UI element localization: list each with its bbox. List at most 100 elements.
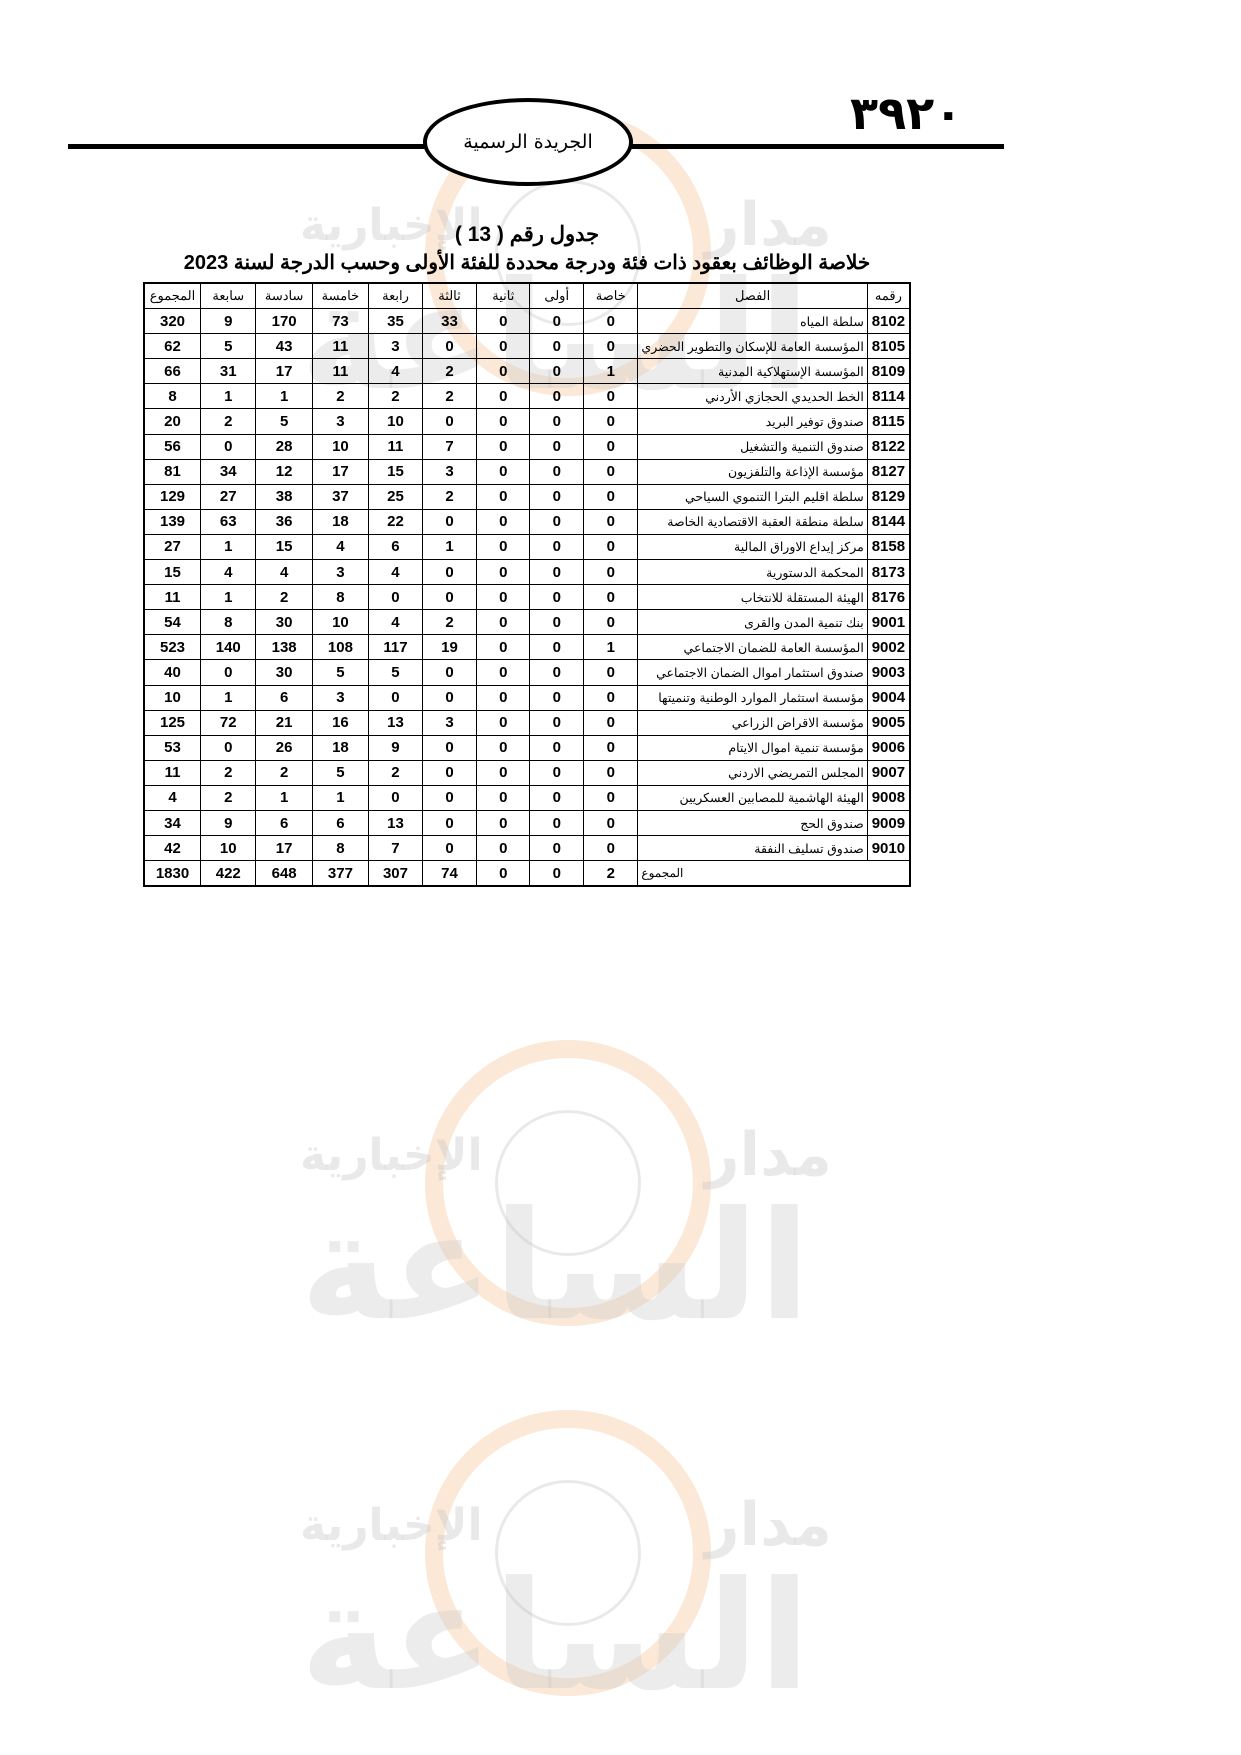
watermark-sub: الإخبارية: [300, 1500, 483, 1551]
grade-count: 15: [368, 458, 423, 485]
table-row: 9002 المؤسسة العامة للضمان الاجتماعي 1 0 0 19…: [143, 634, 911, 661]
grade-count: 0: [529, 634, 585, 661]
grade-count: 0: [583, 684, 639, 711]
chapter-code: 8102: [866, 308, 911, 335]
grade-count: 1: [200, 584, 257, 611]
table-row: 8144 سلطة منطقة العقبة الاقتصادية الخاصة 0…: [143, 508, 911, 535]
grade-count: 0: [529, 684, 585, 711]
table-row: 8176 الهيئة المستقلة للانتخاب 0 0 0 0 0 8 2 1 11: [143, 584, 911, 611]
grade-count: 53: [143, 734, 202, 761]
grade-count: 0: [421, 659, 478, 686]
grade-count: 0: [583, 333, 639, 360]
grade-count: 0: [583, 659, 639, 686]
table-row: 8173 المحكمة الدستورية 0 0 0 0 4 3 4 4 15: [143, 559, 911, 586]
grade-count: 170: [255, 308, 313, 335]
grade-count: 2: [200, 784, 257, 811]
grade-count: 3: [421, 709, 478, 736]
chapter-code: 8127: [866, 458, 911, 485]
grade-count: 2: [421, 358, 478, 385]
grade-count: 0: [529, 835, 585, 862]
chapter-code: 9009: [866, 809, 911, 837]
column-header: المجموع: [143, 282, 202, 310]
institution-name: المحكمة الدستورية: [637, 559, 868, 586]
grade-count: 72: [200, 709, 257, 736]
grade-count: 0: [583, 483, 639, 510]
grade-count: 0: [529, 508, 585, 535]
institution-name: سلطة اقليم البترا التنموي السياحي: [637, 483, 868, 510]
grade-count: 320: [143, 308, 202, 335]
table-row: 8158 مركز إيداع الاوراق المالية 0 0 0 1 6 4 15 1 2…: [143, 533, 911, 561]
grade-count: 6: [255, 809, 313, 837]
grade-count: 5: [311, 659, 370, 686]
grade-count: 5: [311, 759, 370, 786]
chapter-code: 9001: [866, 609, 911, 636]
chapter-code: 9002: [866, 634, 911, 661]
column-header: ثانية: [476, 282, 531, 310]
grade-count: 34: [143, 809, 202, 837]
grade-count: 0: [583, 784, 639, 811]
grade-count: 37: [311, 483, 370, 510]
chapter-code: 9007: [866, 759, 911, 786]
gazette-name-oval: الجريدة الرسمية: [423, 98, 633, 186]
grade-count: 34: [200, 458, 257, 485]
grade-count: 10: [143, 684, 202, 711]
grade-count: 42: [143, 835, 202, 862]
grade-count: 12: [255, 458, 313, 485]
grade-count: 8: [143, 383, 202, 410]
grade-count: 16: [311, 709, 370, 736]
grade-count: 0: [476, 308, 531, 335]
grade-count: 0: [476, 559, 531, 586]
table-row: 8129 سلطة اقليم البترا التنموي السياحي 0 0 0…: [143, 483, 911, 510]
grade-count: 15: [143, 559, 202, 586]
chapter-code: 8144: [866, 508, 911, 535]
institution-name: صندوق توفير البريد: [637, 408, 868, 435]
total-value: 0: [476, 860, 531, 887]
grade-count: 25: [368, 483, 423, 510]
watermark-sub: الإخبارية: [300, 1130, 483, 1181]
institution-name: الخط الحديدي الحجازي الأردني: [637, 383, 868, 410]
grade-count: 11: [143, 584, 202, 611]
institution-name: الهيئة المستقلة للانتخاب: [637, 584, 868, 611]
grade-count: 11: [143, 759, 202, 786]
total-value: 307: [368, 860, 423, 887]
column-header: خامسة: [311, 282, 370, 310]
column-header: أولى: [529, 282, 585, 310]
grade-count: 66: [143, 358, 202, 385]
grade-count: 0: [529, 408, 585, 435]
grade-count: 18: [311, 734, 370, 761]
grade-count: 0: [476, 508, 531, 535]
institution-name: المؤسسة الإستهلاكية المدنية: [637, 358, 868, 385]
total-value: 422: [200, 860, 257, 887]
grade-count: 1: [200, 383, 257, 410]
grade-count: 5: [200, 333, 257, 360]
grade-count: 11: [368, 433, 423, 460]
grade-count: 3: [368, 333, 423, 360]
institution-name: بنك تنمية المدن والقرى: [637, 609, 868, 636]
grade-count: 0: [421, 734, 478, 761]
grade-count: 73: [311, 308, 370, 335]
table-row: 8127 مؤسسة الإذاعة والتلفزيون 0 0 0 3 15 17 12 34…: [143, 458, 911, 485]
grade-count: 4: [368, 609, 423, 636]
grade-count: 1: [311, 784, 370, 811]
grade-count: 0: [529, 809, 585, 837]
grade-count: 6: [311, 809, 370, 837]
grade-count: 1: [255, 784, 313, 811]
grade-count: 0: [476, 809, 531, 837]
grade-count: 2: [200, 408, 257, 435]
table-row: 8122 صندوق التنمية والتشغيل 0 0 0 7 11 10 28 0 56: [143, 433, 911, 460]
grade-count: 4: [143, 784, 202, 811]
table-row: 9005 مؤسسة الاقراض الزراعي 0 0 0 3 13 16 21 72 125: [143, 709, 911, 736]
grade-count: 1: [200, 684, 257, 711]
grade-count: 30: [255, 659, 313, 686]
table-subtitle: خلاصة الوظائف بعقود ذات فئة ودرجة محددة …: [183, 252, 871, 274]
grade-count: 11: [311, 358, 370, 385]
grade-count: 108: [311, 634, 370, 661]
grade-count: 1: [255, 383, 313, 410]
grade-count: 62: [143, 333, 202, 360]
grade-count: 0: [529, 709, 585, 736]
grade-count: 54: [143, 609, 202, 636]
grade-count: 0: [476, 734, 531, 761]
grade-count: 36: [255, 508, 313, 535]
table-row: 8115 صندوق توفير البريد 0 0 0 0 10 3 5 2 20: [143, 408, 911, 435]
